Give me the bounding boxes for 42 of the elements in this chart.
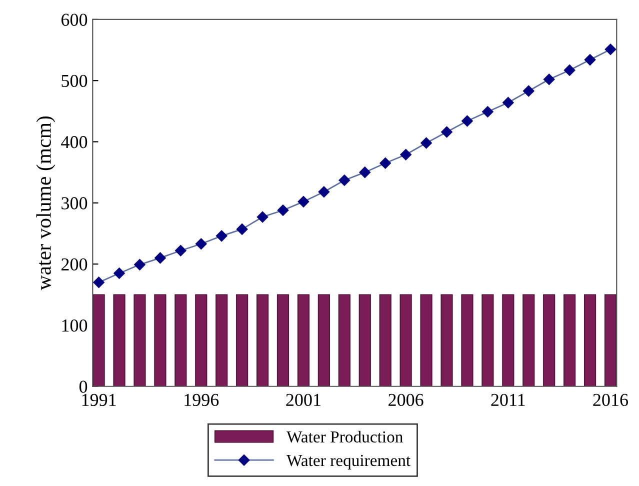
y-tick-label: 500 [62,74,88,88]
legend-label: Water requirement [286,454,410,470]
point [420,137,432,149]
y-tick-label: 100 [62,319,88,332]
y-tick-label: 300 [62,197,88,210]
point [604,44,616,56]
x-tick-label: 2001 [286,394,320,406]
point [564,64,576,76]
point [236,224,248,235]
x-tick-label: 2006 [388,394,424,406]
point [318,186,330,198]
point [338,174,350,186]
y-tick-label: 200 [62,258,88,270]
point [543,74,555,85]
point [93,276,104,288]
point [175,245,186,256]
point [380,158,391,169]
x-tick-label: 1996 [184,394,219,406]
point [154,252,166,264]
x-tick-label: 1991 [82,394,116,406]
point [523,85,534,97]
y-tick-label: 0 [79,380,88,393]
point [400,148,412,160]
point [502,97,514,108]
point [114,268,125,279]
y-tick-label: 600 [61,14,88,26]
point [134,259,146,270]
point [441,126,452,138]
y-axis-title: water volume (mcm) [36,116,56,290]
x-tick-label: 2011 [491,394,525,406]
point [359,166,370,178]
point [216,230,228,242]
point [256,211,268,223]
point [277,204,289,216]
point [298,196,310,208]
point [584,54,596,66]
point [196,238,207,250]
point [462,115,473,127]
legend-label: Water Production [286,430,403,443]
y-tick-label: 400 [61,136,88,148]
x-tick-label: 2016 [593,394,628,406]
point [482,106,494,118]
